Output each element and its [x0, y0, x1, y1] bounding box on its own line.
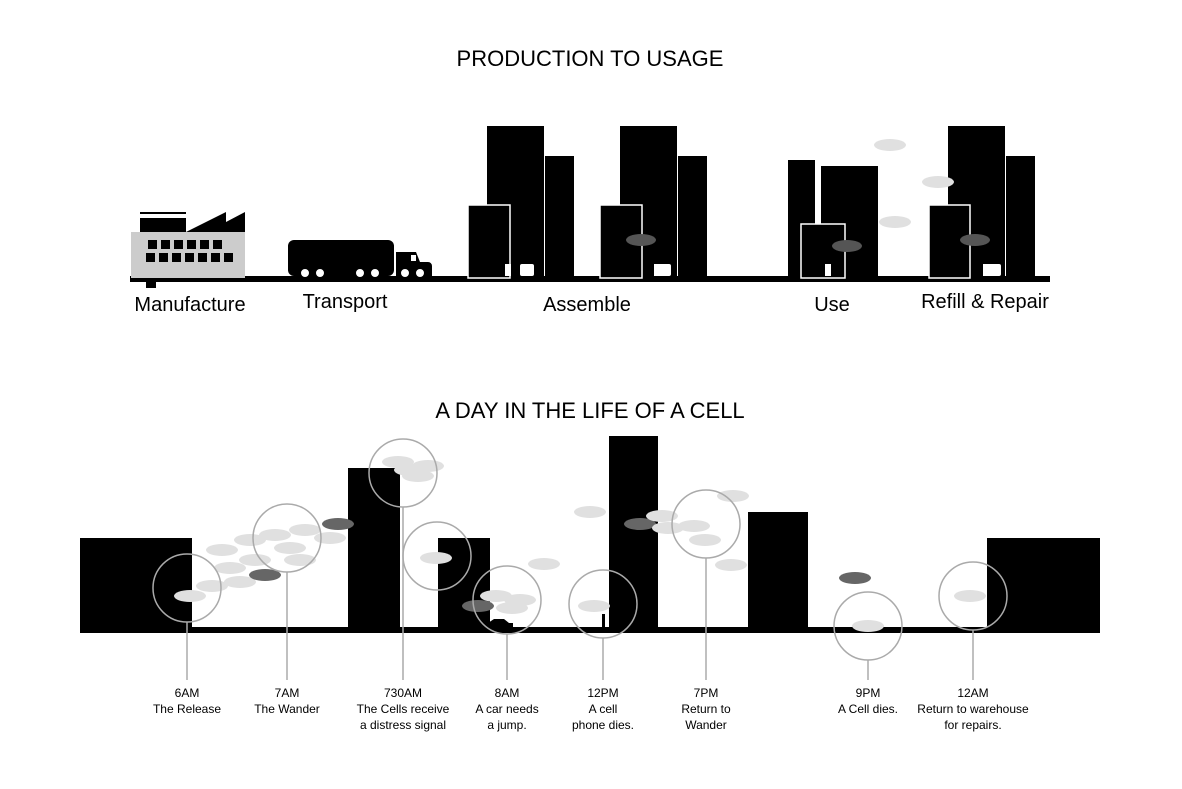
- event-description: A cell: [589, 702, 618, 716]
- production-stage-labels: Manufacture Transport Assemble Use Refil…: [134, 291, 1049, 316]
- event-time: 8AM: [495, 686, 520, 700]
- event-time: 12PM: [587, 686, 618, 700]
- event-description: Wander: [685, 718, 727, 732]
- cell-disc: [528, 558, 560, 570]
- event-labels: 6AM The Release 7AM The Wander 730AM The Cell…: [153, 686, 1029, 732]
- cell-disc: [574, 506, 606, 518]
- event-description: Return to: [681, 702, 731, 716]
- event-description: for repairs.: [944, 718, 1001, 732]
- cell-disc: [249, 569, 281, 581]
- event-time: 7AM: [275, 686, 300, 700]
- cell-disc: [678, 520, 710, 532]
- cell-disc: [496, 602, 528, 614]
- cell-disc: [715, 559, 747, 571]
- cell-disc: [852, 620, 884, 632]
- truck-icon: [288, 240, 432, 279]
- cell-disc: [402, 470, 434, 482]
- cell-disc: [196, 580, 228, 592]
- cell-disc: [480, 590, 512, 602]
- stage-manufacture: Manufacture: [134, 294, 245, 316]
- cell-disc: [314, 532, 346, 544]
- floating-cells: [174, 456, 986, 632]
- event-description: a distress signal: [360, 718, 446, 732]
- event-description: a jump.: [487, 718, 526, 732]
- factory-icon: [131, 212, 245, 288]
- car-icon: [488, 619, 513, 627]
- cell-disc: [284, 554, 316, 566]
- cell-disc: [652, 522, 684, 534]
- event-description: Return to warehouse: [917, 702, 1029, 716]
- event-time: 6AM: [175, 686, 200, 700]
- cell-disc: [717, 490, 749, 502]
- event-description: phone dies.: [572, 718, 634, 732]
- event-time: 7PM: [694, 686, 719, 700]
- stage-refill-repair: Refill & Repair: [921, 291, 1049, 313]
- day-title: A DAY IN THE LIFE OF A CELL: [435, 398, 744, 423]
- event-description: The Release: [153, 702, 221, 716]
- cell-disc: [289, 524, 321, 536]
- event-description: The Wander: [254, 702, 320, 716]
- stage-use: Use: [814, 294, 850, 316]
- cell-disc: [646, 510, 678, 522]
- assemble-use-refill-buildings: [467, 126, 1035, 279]
- cell-disc: [322, 518, 354, 530]
- day-ground-line: [80, 627, 1100, 633]
- event-description: The Cells receive: [357, 702, 450, 716]
- event-markers: [152, 438, 1008, 680]
- event-description: A car needs: [475, 702, 538, 716]
- cell-disc: [462, 600, 494, 612]
- event-description: A Cell dies.: [838, 702, 898, 716]
- cell-disc: [274, 542, 306, 554]
- stage-transport: Transport: [303, 291, 388, 313]
- stage-assemble: Assemble: [543, 294, 631, 316]
- person-icon: [602, 614, 605, 627]
- cell-disc: [214, 562, 246, 574]
- cell-disc: [234, 534, 266, 546]
- cell-disc: [206, 544, 238, 556]
- cell-disc: [224, 576, 256, 588]
- event-time: 730AM: [384, 686, 422, 700]
- production-ground-line: [130, 276, 1050, 282]
- cell-disc: [689, 534, 721, 546]
- cell-disc: [259, 529, 291, 541]
- cell-disc: [624, 518, 656, 530]
- cell-disc: [839, 572, 871, 584]
- cell-disc: [174, 590, 206, 602]
- event-time: 9PM: [856, 686, 881, 700]
- cell-disc: [420, 552, 452, 564]
- production-title: PRODUCTION TO USAGE: [457, 46, 724, 71]
- cell-disc: [578, 600, 610, 612]
- cell-disc: [954, 590, 986, 602]
- city-buildings: [80, 436, 1100, 633]
- event-time: 12AM: [957, 686, 988, 700]
